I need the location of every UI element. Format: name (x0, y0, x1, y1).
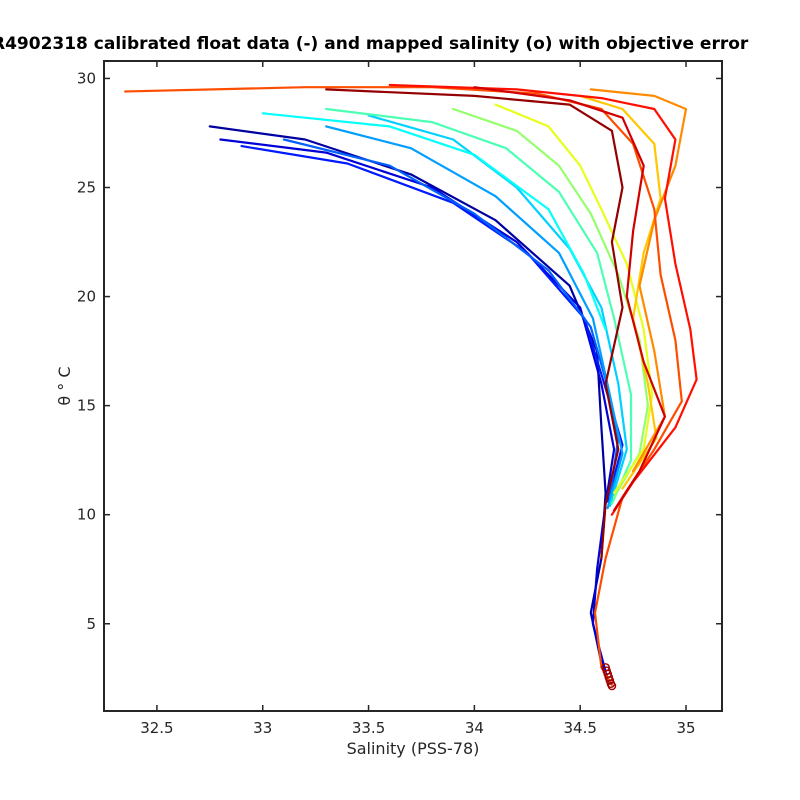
profile-line-4 (325, 125, 624, 510)
profile-line-10 (579, 94, 662, 490)
profile-line-7 (325, 107, 633, 505)
profile-line-3 (282, 138, 620, 499)
x-tick-label: 34 (465, 719, 484, 737)
plot-area (124, 83, 698, 691)
y-axis-label: θ ° C (55, 366, 74, 405)
chart-title-text: R4902318 calibrated float data (-) and m… (0, 34, 749, 54)
y-tick-label: 5 (86, 615, 96, 633)
mapped-salinity-marker (607, 681, 617, 691)
profile-line-14 (473, 86, 666, 512)
x-tick-label: 32.5 (140, 719, 173, 737)
x-tick-label: 34.5 (563, 719, 596, 737)
profile-line-1 (219, 138, 616, 673)
y-tick-label: 20 (77, 288, 96, 306)
profile-line-15 (325, 88, 624, 560)
y-tick-label: 25 (77, 179, 96, 197)
x-tick-label: 35 (676, 719, 695, 737)
profile-line-6 (261, 112, 607, 331)
profile-line-9 (494, 103, 654, 494)
profile-line-12 (124, 86, 683, 686)
y-tick-label: 30 (77, 69, 96, 87)
x-axis-label: Salinity (PSS-78) (347, 739, 480, 758)
profile-line-13 (388, 83, 698, 516)
x-tick-label: 33 (253, 719, 272, 737)
profile-line-2 (240, 145, 624, 503)
axes-box (103, 60, 723, 712)
axes: 32.5 33 33.5 34 34.5 35 5 10 15 20 25 30 (77, 60, 723, 737)
x-tick-label: 33.5 (352, 719, 385, 737)
y-tick-label: 15 (77, 397, 96, 415)
y-tick-label: 10 (77, 506, 96, 524)
